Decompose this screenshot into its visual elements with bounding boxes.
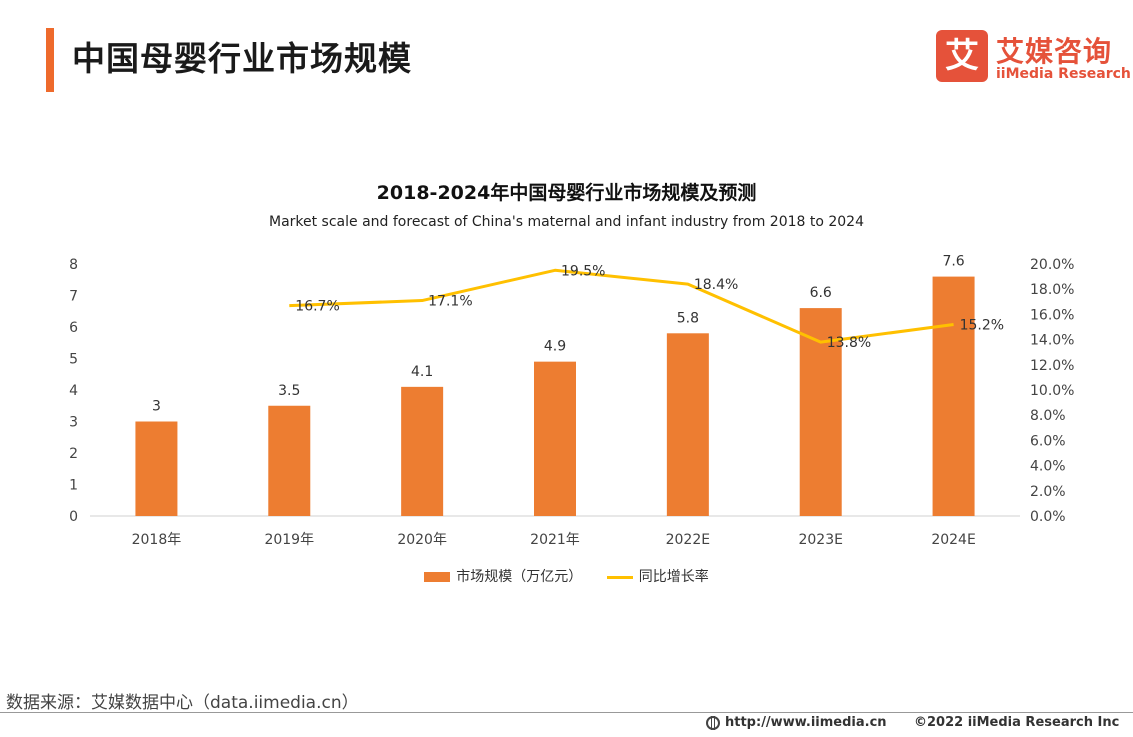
y-axis-tick-label: 7 bbox=[69, 289, 78, 305]
bar-value-label: 4.1 bbox=[411, 364, 433, 380]
bar-value-label: 7.6 bbox=[942, 254, 964, 270]
bar bbox=[534, 361, 576, 516]
x-axis-tick-label: 2021年 bbox=[530, 532, 580, 548]
logo-mark-icon: 艾 bbox=[936, 30, 988, 82]
y-axis-tick-label: 6 bbox=[69, 320, 78, 336]
title-accent-bar bbox=[46, 28, 54, 92]
legend-item-market-scale: 市场规模（万亿元） bbox=[424, 566, 582, 586]
y-axis-tick-label: 5 bbox=[69, 352, 78, 368]
globe-icon bbox=[706, 715, 720, 730]
bar bbox=[401, 386, 444, 516]
x-axis-tick-label: 2020年 bbox=[397, 532, 447, 548]
line-value-label: 15.2% bbox=[960, 317, 1004, 333]
y2-axis-tick-label: 10.0% bbox=[1030, 383, 1074, 399]
footer-divider bbox=[0, 712, 1133, 713]
logo-english-name: iiMedia Research bbox=[996, 66, 1131, 82]
y2-axis-tick-label: 16.0% bbox=[1030, 307, 1074, 323]
growth-rate-line bbox=[289, 268, 954, 344]
legend-label-market-scale: 市场规模（万亿元） bbox=[456, 569, 583, 585]
bar-value-label: 4.9 bbox=[544, 339, 566, 355]
legend-bar-swatch bbox=[424, 572, 451, 582]
line-value-label: 16.7% bbox=[295, 299, 339, 315]
page-title: 中国母婴行业市场规模 bbox=[72, 39, 412, 78]
y2-axis-tick-label: 8.0% bbox=[1030, 408, 1066, 424]
line-value-label: 17.1% bbox=[428, 294, 472, 310]
chart-legend: 市场规模（万亿元） 同比增长率 bbox=[0, 566, 1133, 586]
y-axis-tick-label: 4 bbox=[69, 383, 78, 399]
x-axis-tick-label: 2024E bbox=[931, 532, 975, 548]
y2-axis-tick-label: 4.0% bbox=[1030, 459, 1066, 475]
legend-label-growth-rate: 同比增长率 bbox=[638, 569, 709, 585]
bar-value-label: 6.6 bbox=[810, 285, 832, 301]
y2-axis-tick-label: 18.0% bbox=[1030, 282, 1074, 298]
y-axis-tick-label: 1 bbox=[69, 478, 78, 494]
bar-value-label: 3 bbox=[152, 399, 161, 415]
y2-axis-tick-label: 6.0% bbox=[1030, 433, 1066, 449]
y-axis-tick-label: 8 bbox=[69, 257, 78, 273]
legend-line-swatch bbox=[606, 575, 633, 579]
x-axis-tick-label: 2018年 bbox=[132, 532, 182, 548]
footer-website-link[interactable]: http://www.iimedia.cn bbox=[706, 715, 887, 730]
x-axis-tick-label: 2023E bbox=[798, 532, 842, 548]
x-axis-tick-label: 2022E bbox=[666, 532, 710, 548]
bar-value-label: 3.5 bbox=[278, 383, 300, 399]
line-value-label: 13.8% bbox=[827, 335, 871, 351]
chart-subtitle: Market scale and forecast of China's mat… bbox=[268, 214, 864, 230]
y2-axis-tick-label: 12.0% bbox=[1030, 358, 1074, 374]
bar bbox=[135, 421, 178, 516]
line-value-label: 19.5% bbox=[561, 263, 605, 279]
bar bbox=[666, 333, 709, 516]
legend-item-growth-rate: 同比增长率 bbox=[606, 566, 709, 586]
chart-title: 2018-2024年中国母婴行业市场规模及预测 bbox=[376, 182, 757, 204]
y-axis-tick-label: 2 bbox=[69, 446, 78, 462]
y2-axis-tick-label: 2.0% bbox=[1030, 484, 1066, 500]
logo-chinese-name: 艾媒咨询 bbox=[996, 35, 1113, 68]
brand-logo: 艾 艾媒咨询 iiMedia Research bbox=[936, 30, 1131, 86]
y-axis-tick-label: 3 bbox=[69, 415, 78, 431]
footer-copyright: ©2022 iiMedia Research Inc bbox=[914, 715, 1120, 730]
bar bbox=[932, 276, 975, 516]
y-axis-tick-label: 0 bbox=[69, 509, 78, 525]
y2-axis-tick-label: 0.0% bbox=[1030, 509, 1066, 525]
x-axis-tick-label: 2019年 bbox=[264, 532, 314, 548]
footer-url-text: http://www.iimedia.cn bbox=[725, 715, 887, 730]
bar bbox=[268, 405, 311, 516]
line-value-label: 18.4% bbox=[694, 277, 738, 293]
y2-axis-tick-label: 14.0% bbox=[1030, 333, 1074, 349]
data-source: 数据来源：艾媒数据中心（data.iimedia.cn） bbox=[6, 693, 359, 713]
y2-axis-tick-label: 20.0% bbox=[1030, 257, 1074, 273]
bar-value-label: 5.8 bbox=[677, 310, 699, 326]
